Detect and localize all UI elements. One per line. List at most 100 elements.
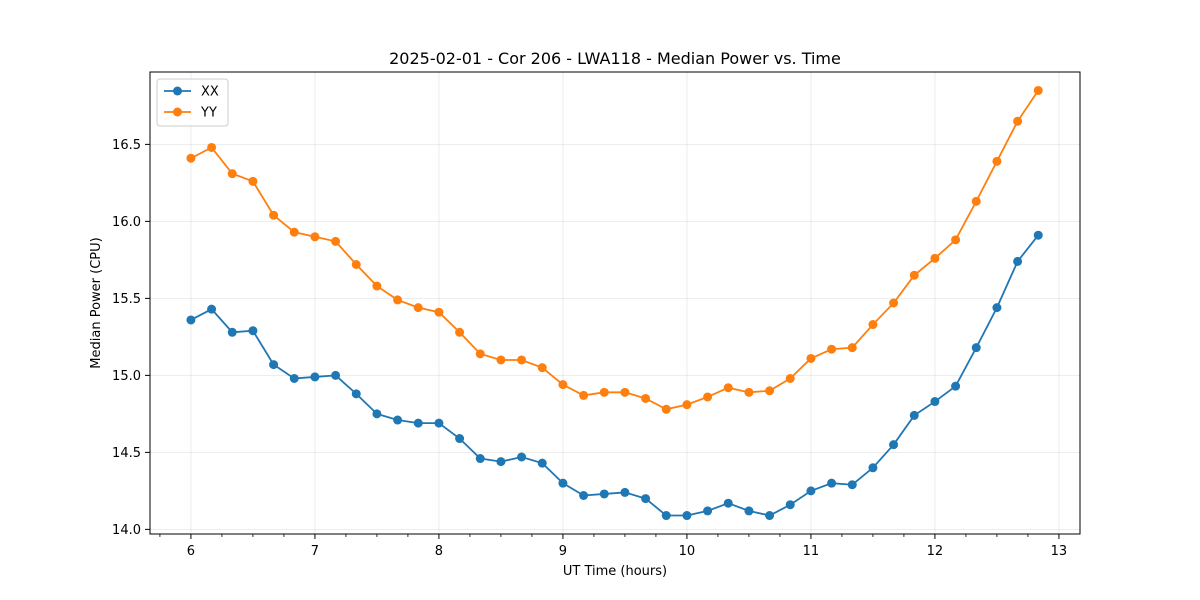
- data-point: [951, 381, 961, 391]
- x-tick-label: 13: [1051, 544, 1068, 559]
- data-point: [661, 404, 671, 414]
- data-point: [827, 478, 837, 488]
- data-point: [682, 400, 692, 410]
- x-tick-label: 8: [435, 544, 443, 559]
- data-point: [393, 415, 403, 425]
- data-point: [868, 463, 878, 473]
- data-point: [599, 489, 609, 499]
- data-point: [413, 303, 423, 313]
- data-point: [434, 307, 444, 317]
- chart-title: 2025-02-01 - Cor 206 - LWA118 - Median P…: [389, 49, 841, 68]
- data-point: [723, 498, 733, 508]
- series-yy: [186, 85, 1043, 414]
- data-point: [971, 196, 981, 206]
- data-point: [207, 142, 217, 152]
- data-point: [289, 373, 299, 383]
- data-point: [248, 326, 258, 336]
- data-point: [310, 232, 320, 242]
- x-tick-label: 10: [679, 544, 696, 559]
- data-point: [827, 344, 837, 354]
- data-point: [909, 270, 919, 280]
- data-point: [579, 390, 589, 400]
- y-tick-label: 15.5: [112, 292, 141, 307]
- data-point: [227, 169, 237, 179]
- grid: [150, 72, 1080, 534]
- data-point: [909, 410, 919, 420]
- data-point: [372, 409, 382, 419]
- ticks: 6 7 8 9 10 11 12 13 14.0 14.5 15.0 15.5 16.0 16.5: [112, 138, 1067, 559]
- data-point: [372, 281, 382, 291]
- data-point: [992, 303, 1002, 313]
- data-point: [269, 210, 279, 220]
- data-point: [537, 363, 547, 373]
- data-point: [186, 153, 196, 163]
- data-point: [661, 511, 671, 521]
- data-point: [517, 355, 527, 365]
- data-point: [455, 327, 465, 337]
- data-point: [475, 349, 485, 359]
- data-point: [889, 298, 899, 308]
- data-point: [331, 370, 341, 380]
- data-point: [558, 380, 568, 390]
- y-tick-label: 15.0: [112, 369, 141, 384]
- legend-label: YY: [200, 106, 217, 121]
- data-point: [227, 327, 237, 337]
- data-point: [351, 389, 361, 399]
- data-point: [806, 486, 816, 496]
- data-point: [1013, 256, 1023, 266]
- data-point: [806, 353, 816, 363]
- legend-label: XX: [201, 85, 219, 100]
- x-tick-label: 11: [803, 544, 820, 559]
- data-point: [847, 480, 857, 490]
- data-point: [930, 397, 940, 407]
- y-tick-label: 16.0: [112, 215, 141, 230]
- data-point: [744, 506, 754, 516]
- data-point: [703, 506, 713, 516]
- legend: XX YY: [156, 78, 229, 127]
- data-point: [289, 227, 299, 237]
- data-point: [682, 511, 692, 521]
- plot-frame: [149, 71, 1081, 535]
- legend-marker: [173, 86, 182, 96]
- data-point: [641, 393, 651, 403]
- data-point: [599, 387, 609, 397]
- data-point: [765, 511, 775, 521]
- data-point: [1033, 85, 1043, 95]
- data-point: [723, 383, 733, 393]
- data-point: [351, 260, 361, 269]
- data-point: [1033, 230, 1043, 240]
- data-point: [971, 343, 981, 353]
- data-point: [1013, 116, 1023, 126]
- data-point: [620, 387, 630, 397]
- data-point: [248, 176, 258, 186]
- data-point: [992, 156, 1002, 166]
- x-axis-label: UT Time (hours): [563, 564, 667, 579]
- data-point: [951, 235, 961, 245]
- data-point: [847, 343, 857, 353]
- data-point: [868, 320, 878, 330]
- x-tick-label: 12: [927, 544, 944, 559]
- y-tick-label: 14.0: [112, 523, 141, 538]
- x-tick-label: 6: [187, 544, 195, 559]
- x-tick-label: 7: [311, 544, 319, 559]
- data-point: [455, 434, 465, 444]
- series-xx: [186, 230, 1043, 521]
- data-point: [537, 458, 547, 468]
- y-axis-label: Median Power (CPU): [89, 237, 104, 368]
- series-layer: [186, 85, 1043, 521]
- data-point: [496, 355, 506, 365]
- data-point: [620, 487, 630, 497]
- data-point: [703, 392, 713, 402]
- data-point: [207, 304, 217, 314]
- data-point: [558, 478, 568, 488]
- data-point: [930, 253, 940, 263]
- data-point: [310, 372, 320, 382]
- data-point: [434, 418, 444, 428]
- data-point: [331, 236, 341, 246]
- y-tick-label: 14.5: [112, 446, 141, 461]
- data-point: [393, 295, 403, 305]
- data-point: [186, 315, 196, 325]
- data-point: [785, 500, 795, 510]
- data-point: [641, 494, 651, 504]
